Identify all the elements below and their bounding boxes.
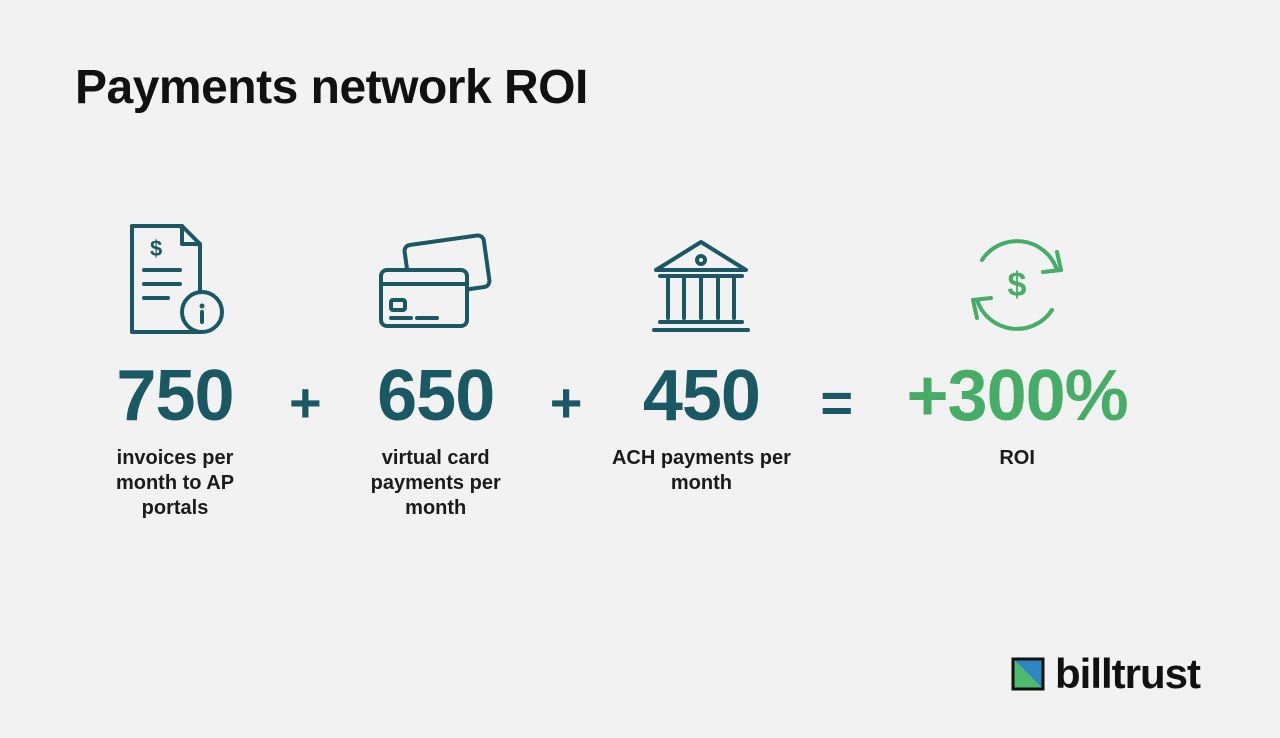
bank-icon <box>646 210 756 340</box>
result-value: +300% <box>907 360 1128 432</box>
svg-text:$: $ <box>150 236 162 261</box>
metric-value: 650 <box>377 360 494 432</box>
credit-cards-icon <box>371 210 501 340</box>
operator-plus: + <box>275 370 336 435</box>
metric-virtual-card: 650 virtual card payments per month <box>336 210 536 521</box>
metric-invoices: $ 750 invoices per month to AP portals <box>75 210 275 521</box>
metric-caption: ACH payments per month <box>601 446 801 496</box>
brand-logo-text: billtrust <box>1055 650 1200 698</box>
metric-caption: invoices per month to AP portals <box>85 446 265 521</box>
infographic-canvas: Payments network ROI $ 750 invoices per … <box>0 0 1280 738</box>
metric-caption: virtual card payments per month <box>346 446 526 521</box>
invoice-icon: $ <box>120 210 230 340</box>
page-title: Payments network ROI <box>75 60 588 115</box>
metric-value: 450 <box>643 360 760 432</box>
result-caption: ROI <box>999 446 1035 471</box>
metric-value: 750 <box>116 360 233 432</box>
result-roi: $ +300% ROI <box>867 210 1167 471</box>
dollar-cycle-icon: $ <box>962 210 1072 340</box>
billtrust-mark-icon <box>1009 655 1047 693</box>
metric-ach: 450 ACH payments per month <box>596 210 806 496</box>
brand-logo: billtrust <box>1009 650 1200 698</box>
equation-row: $ 750 invoices per month to AP portals + <box>75 210 1167 521</box>
svg-text:$: $ <box>1008 266 1027 304</box>
operator-equals: = <box>806 370 867 435</box>
operator-plus: + <box>536 370 597 435</box>
